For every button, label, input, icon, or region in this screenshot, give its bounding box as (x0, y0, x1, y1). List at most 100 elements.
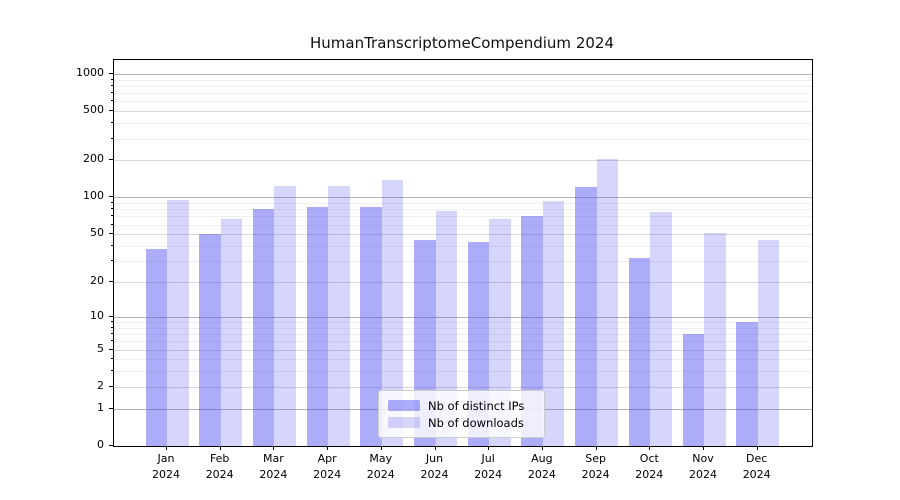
y-tick-label-500: 500 (83, 103, 104, 117)
y-tick-mark (109, 233, 113, 235)
x-tick-year: 2024 (205, 468, 234, 481)
gridline-minor (114, 334, 812, 336)
gridline-secondary (114, 234, 812, 236)
y-tick-mark (109, 281, 113, 283)
bar-nb-of-downloads-oct (650, 212, 672, 446)
gridline-minor (114, 101, 812, 103)
legend-swatch-distinct-ips (388, 400, 420, 411)
y-tick-mark-minor (111, 92, 113, 94)
x-tick-year: 2024 (689, 468, 717, 481)
x-tick-year: 2024 (313, 468, 342, 481)
gridline-minor (114, 123, 812, 125)
x-tick-month: Jun (425, 452, 444, 465)
y-tick-label-0: 0 (97, 438, 104, 451)
gridline-major (114, 73, 812, 75)
plot-area (113, 59, 813, 447)
x-tick-label-jun: Jun 2024 (408, 451, 462, 483)
bar-nb-of-downloads-aug (542, 200, 565, 446)
x-tick-month: Jul (481, 452, 495, 465)
x-tick-mark-dec (756, 446, 758, 450)
y-tick-mark (109, 348, 113, 350)
x-tick-mark-nov (703, 446, 704, 450)
bar-nb-of-downloads-sep (596, 159, 619, 446)
y-tick-mark-minor (111, 84, 113, 86)
gridline-minor (114, 93, 812, 95)
x-tick-label-oct: Oct 2024 (622, 451, 676, 483)
y-tick-mark-minor (111, 340, 113, 342)
x-tick-label-jan: Jan 2024 (139, 451, 193, 483)
gridline-minor (114, 85, 812, 87)
x-tick-label-aug: Aug 2024 (515, 451, 569, 483)
x-tick-year: 2024 (581, 468, 610, 481)
y-tick-mark-minor (111, 321, 113, 322)
x-tick-label-apr: Apr 2024 (300, 451, 354, 483)
x-tick-label-feb: Feb 2024 (193, 451, 247, 483)
y-tick-mark-minor (111, 208, 113, 210)
y-tick-label-200: 200 (83, 152, 104, 166)
gridline-minor (114, 203, 812, 205)
y-tick-mark-minor (111, 223, 113, 225)
x-tick-year: 2024 (635, 468, 664, 481)
x-tick-mark-jan (166, 446, 167, 450)
y-tick-mark-minor (111, 137, 113, 139)
x-tick-year: 2024 (474, 468, 503, 481)
legend: Nb of distinct IPs Nb of downloads (378, 390, 545, 438)
y-tick-mark (109, 196, 113, 198)
bar-nb-of-downloads-apr (328, 185, 350, 446)
gridline-minor (114, 224, 812, 226)
gridline-minor (114, 327, 812, 329)
legend-label-distinct-ips: Nb of distinct IPs (428, 398, 525, 413)
gridline-secondary (114, 160, 812, 162)
y-tick-mark-minor (111, 358, 113, 360)
y-tick-label-5: 5 (97, 341, 104, 355)
gridline-minor (114, 341, 812, 343)
x-tick-month: Aug (531, 452, 553, 465)
x-tick-year: 2024 (527, 468, 556, 481)
bar-nb-of-downloads-mar (274, 185, 296, 446)
x-tick-label-nov: Nov 2024 (676, 451, 730, 483)
y-tick-mark-minor (111, 215, 113, 217)
y-tick-mark (109, 72, 113, 74)
y-tick-mark (109, 159, 113, 161)
x-tick-label-mar: Mar 2024 (246, 451, 300, 483)
legend-item-downloads: Nb of downloads (388, 414, 535, 431)
x-tick-month: Nov (692, 452, 714, 465)
y-tick-label-1: 1 (97, 400, 104, 414)
gridline-minor (114, 138, 812, 140)
x-tick-mark-apr (327, 446, 329, 450)
bar-nb-of-distinct-ips-nov (682, 334, 704, 446)
x-tick-year: 2024 (420, 468, 449, 481)
y-tick-label-2: 2 (97, 378, 104, 392)
bar-nb-of-distinct-ips-mar (252, 209, 275, 446)
x-tick-mark-jul (488, 446, 490, 450)
bar-nb-of-downloads-dec (757, 239, 780, 446)
bar-nb-of-distinct-ips-sep (575, 186, 597, 446)
x-tick-mark-mar (273, 446, 275, 450)
y-tick-mark-minor (111, 100, 113, 102)
y-tick-mark-minor (111, 326, 113, 328)
y-tick-label-10: 10 (90, 308, 104, 322)
x-tick-label-jul: Jul 2024 (461, 451, 515, 483)
y-tick-mark (109, 385, 113, 387)
x-tick-month: Feb (209, 452, 230, 465)
gridline-secondary (114, 111, 812, 113)
legend-swatch-downloads (388, 417, 420, 428)
bar-nb-of-downloads-jul (489, 218, 511, 446)
gridline-major (114, 316, 812, 318)
bar-nb-of-downloads-feb (220, 218, 243, 446)
x-tick-month: Jan (157, 452, 175, 465)
x-tick-label-may: May 2024 (354, 451, 408, 483)
y-tick-mark (109, 315, 113, 317)
y-tick-label-50: 50 (90, 226, 104, 240)
bar-nb-of-distinct-ips-jan (145, 248, 167, 446)
gridline-minor (114, 79, 812, 81)
gridline-secondary (114, 282, 812, 284)
y-tick-mark-minor (111, 78, 113, 80)
y-tick-mark-minor (111, 245, 113, 247)
gridline-secondary (114, 349, 812, 351)
gridline-minor (114, 359, 812, 361)
legend-item-distinct-ips: Nb of distinct IPs (388, 397, 535, 414)
x-tick-year: 2024 (152, 468, 180, 481)
x-tick-year: 2024 (742, 468, 771, 481)
